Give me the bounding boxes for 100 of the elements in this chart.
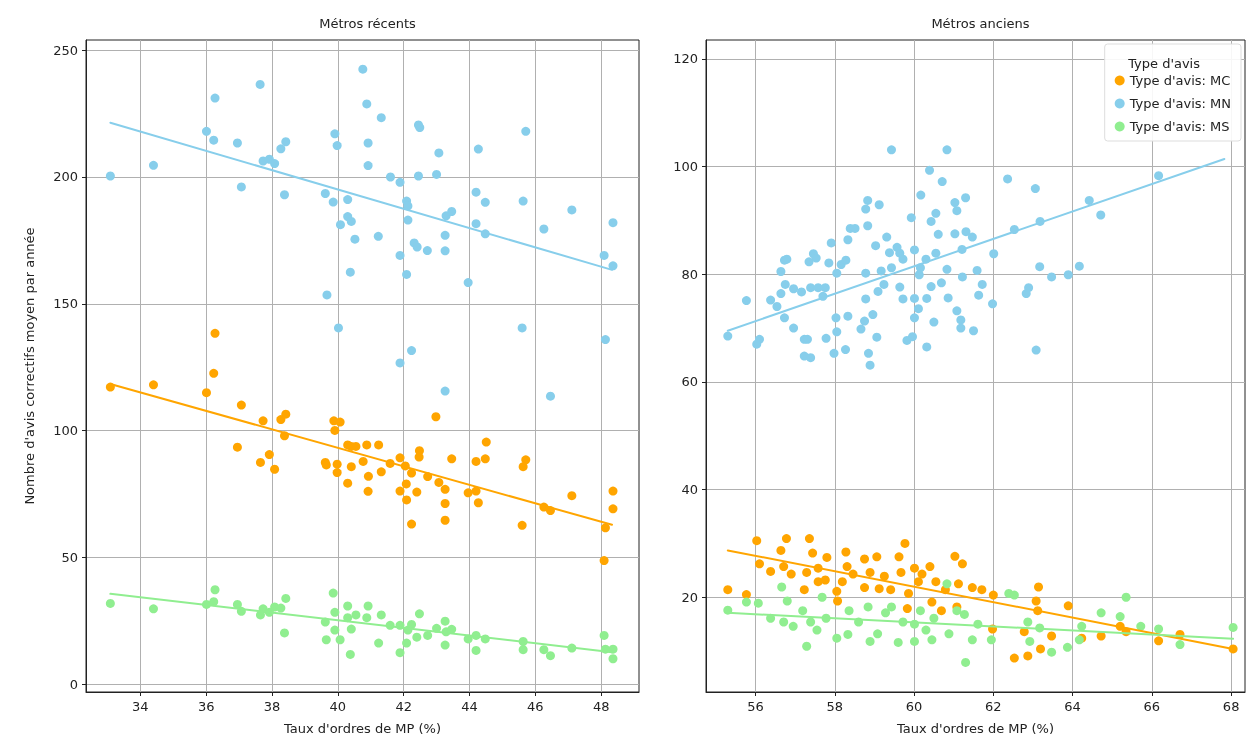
point	[921, 625, 931, 635]
point	[777, 582, 787, 592]
point	[362, 613, 372, 623]
point	[335, 635, 345, 645]
x-tick-label: 36	[197, 699, 215, 714]
y-tick-label: 250	[53, 42, 78, 58]
point	[798, 606, 808, 616]
x-tick-label: 46	[527, 699, 544, 714]
point	[345, 649, 355, 659]
point	[944, 629, 954, 639]
point	[471, 645, 481, 655]
point	[1228, 622, 1238, 632]
point	[832, 633, 842, 643]
y-tick-label: 100	[673, 159, 698, 175]
y-tick-label: 120	[673, 51, 698, 67]
point	[873, 629, 883, 639]
y-tick-label: 100	[53, 423, 78, 439]
point	[961, 657, 971, 667]
point	[148, 604, 158, 614]
x-tick-label: 34	[132, 699, 149, 714]
legend-label: Type d'avis: MS	[1128, 119, 1230, 134]
point	[1077, 621, 1087, 631]
y-tick-label: 20	[681, 589, 698, 605]
point	[1096, 608, 1106, 618]
point	[447, 624, 457, 634]
y-tick-label: 40	[681, 482, 698, 498]
point	[788, 621, 798, 631]
y-axis-title: Nombre d'avis correctifs moyen par année	[22, 227, 37, 505]
x-tick-label: 40	[329, 699, 347, 714]
point	[817, 592, 827, 602]
y-tick-label: 80	[681, 266, 698, 282]
point	[812, 625, 822, 635]
point	[779, 617, 789, 627]
point	[321, 635, 331, 645]
y-tick-label: 200	[53, 169, 78, 185]
point	[927, 635, 937, 645]
point	[1154, 624, 1164, 634]
point	[423, 630, 433, 640]
point	[346, 624, 356, 634]
point	[806, 617, 816, 627]
legend-label: Type d'avis: MC	[1128, 73, 1231, 88]
y-tick-label: 150	[53, 296, 78, 312]
point	[1115, 612, 1125, 622]
point	[343, 601, 353, 611]
point	[545, 651, 555, 661]
x-tick-label: 38	[263, 699, 281, 714]
point	[395, 648, 405, 658]
x-tick-label: 68	[1222, 699, 1240, 714]
point	[1121, 592, 1131, 602]
point	[232, 599, 242, 609]
x-tick-label: 62	[985, 699, 1002, 714]
point	[782, 596, 792, 606]
x-tick-label: 60	[905, 699, 923, 714]
point	[844, 606, 854, 616]
x-tick-label: 66	[1143, 699, 1161, 714]
point	[881, 608, 891, 618]
point	[210, 585, 220, 595]
point	[105, 598, 115, 608]
point	[967, 635, 977, 645]
x-tick-label: 44	[461, 699, 478, 714]
point	[276, 603, 286, 613]
point	[412, 632, 422, 642]
point	[909, 636, 919, 646]
point	[518, 645, 528, 655]
chart-title: Métros récents	[319, 16, 416, 31]
point	[959, 609, 969, 619]
point	[952, 606, 962, 616]
point	[1175, 640, 1185, 650]
point	[1025, 636, 1035, 646]
chart-title: Métros anciens	[931, 16, 1030, 31]
point	[351, 610, 361, 620]
point	[330, 625, 340, 635]
point	[802, 641, 812, 651]
point	[1062, 642, 1072, 652]
x-axis-title: Taux d'ordres de MP (%)	[283, 721, 441, 736]
point	[363, 601, 373, 611]
point	[280, 628, 289, 638]
x-tick-label: 58	[826, 699, 844, 714]
point	[915, 606, 925, 616]
x-tick-label: 56	[747, 699, 764, 714]
point	[986, 635, 996, 645]
point	[863, 602, 873, 612]
legend-label: Type d'avis: MN	[1128, 96, 1232, 111]
point	[440, 640, 450, 650]
point	[440, 616, 450, 626]
x-axis-title: Taux d'ordres de MP (%)	[896, 721, 1054, 736]
point	[281, 593, 291, 603]
point	[608, 654, 618, 664]
point	[330, 607, 340, 617]
x-tick-label: 42	[395, 699, 412, 714]
point	[929, 613, 939, 623]
point	[1009, 590, 1019, 600]
point	[599, 630, 609, 640]
legend-title: Type d'avis	[1127, 56, 1201, 71]
y-tick-label: 60	[681, 374, 698, 390]
point	[328, 588, 338, 598]
point	[402, 638, 412, 648]
point	[1047, 647, 1057, 657]
point	[865, 636, 875, 646]
point	[886, 602, 896, 612]
